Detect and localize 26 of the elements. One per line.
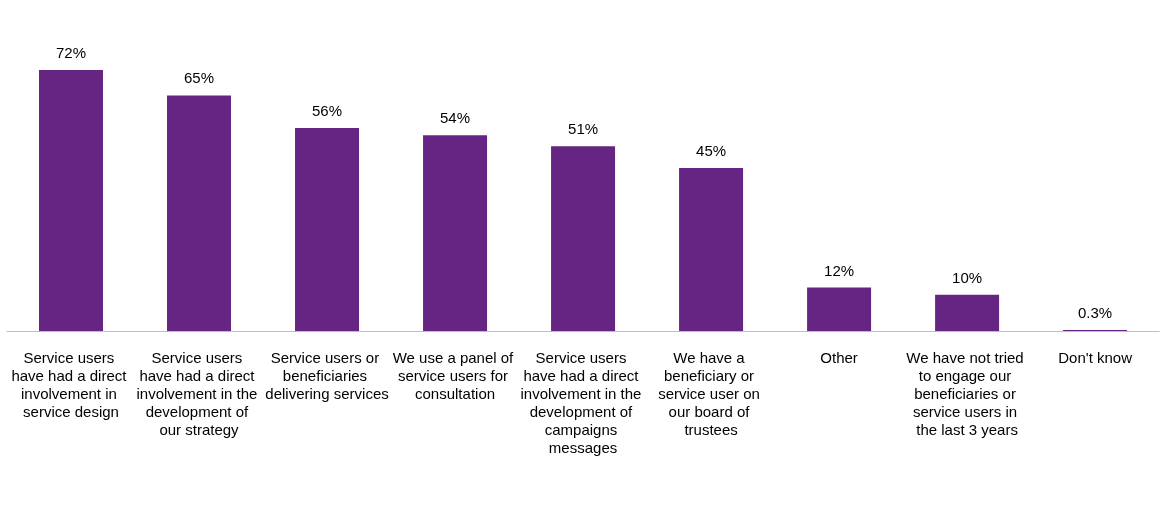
x-tick-label: Don't know — [1058, 348, 1133, 366]
x-tick-label: We use a panel of service users for consultation — [392, 348, 518, 402]
x-tick-label: We have not tried to engage our beneficiaries or service users in the last 3 years — [906, 348, 1028, 438]
x-tick-label: Service users have had a direct involvement in the development of campaigns messages — [520, 348, 646, 456]
data-label: 72% — [55, 44, 87, 61]
bar — [935, 294, 1000, 331]
bar — [807, 287, 872, 331]
data-label: 51% — [568, 120, 599, 138]
data-label: 0.3% — [1078, 303, 1113, 321]
bar — [551, 146, 616, 331]
x-tick-label: We have a beneficiary or service user on our board of trustees — [658, 348, 765, 438]
bar — [167, 95, 232, 331]
bar — [423, 135, 488, 331]
bar — [39, 70, 104, 331]
data-label: 54% — [440, 109, 471, 127]
x-tick-label: Service users have had a direct involvement in service design — [11, 348, 131, 420]
x-tick-label: Service users have had a direct involvement in the development of our strategy — [136, 348, 262, 438]
data-label: 10% — [952, 268, 983, 286]
data-label: 45% — [696, 141, 727, 159]
x-tick-label: Other — [820, 348, 858, 366]
x-tick-label: Service users or beneficiaries delivering services — [265, 348, 389, 402]
bar — [295, 128, 360, 331]
data-label: 56% — [312, 102, 343, 119]
data-label: 65% — [184, 69, 215, 87]
bar — [679, 167, 744, 331]
data-label: 12% — [824, 261, 855, 279]
